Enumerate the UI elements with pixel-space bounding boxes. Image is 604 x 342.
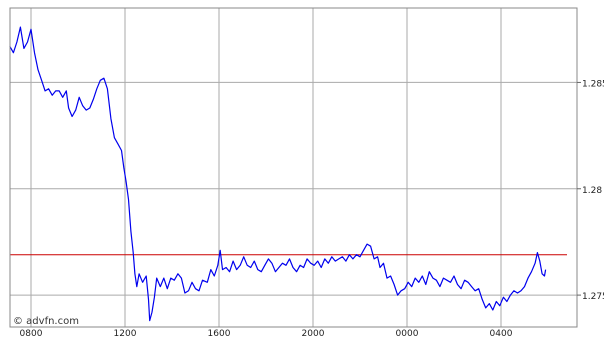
horizontal-gridlines (10, 81, 577, 296)
y-tick-label: 1.28 (582, 186, 602, 196)
plot-background (10, 8, 577, 327)
x-axis-tick-labels: 0800 1200 1600 2000 0000 0400 (20, 329, 513, 339)
y-axis-tick-labels: 1.275 1.28 1.285 (577, 79, 604, 302)
x-tick-label: 0800 (20, 329, 43, 337)
vertical-gridlines (30, 8, 502, 327)
x-tick-label: 2000 (302, 329, 325, 337)
x-tick-label: 1200 (114, 329, 137, 337)
plot-frame (9, 7, 578, 328)
x-tick-label: 1600 (208, 329, 231, 337)
y-tick-label: 1.285 (582, 79, 604, 89)
watermark: © advfn.com (13, 316, 79, 327)
x-tick-label: 0400 (490, 329, 513, 337)
x-tick-label: 0000 (396, 329, 419, 337)
price-series-line (9, 26, 547, 322)
y-tick-label: 1.275 (582, 292, 604, 302)
